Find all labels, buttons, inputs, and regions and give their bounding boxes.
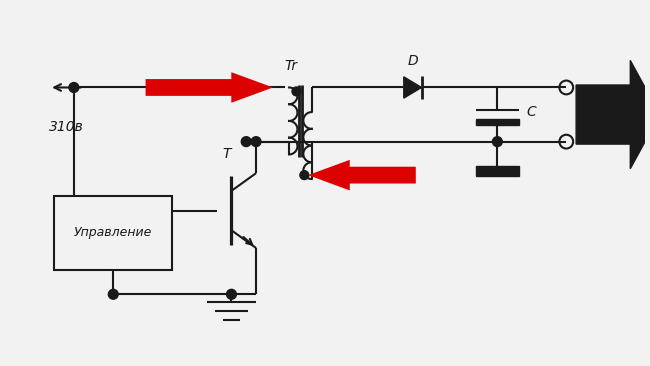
Text: Tr: Tr	[284, 59, 297, 73]
Circle shape	[251, 137, 261, 146]
Text: Управление: Управление	[74, 226, 153, 239]
Text: T: T	[222, 147, 231, 161]
Circle shape	[109, 290, 118, 299]
Polygon shape	[404, 77, 421, 98]
Circle shape	[493, 137, 502, 146]
Circle shape	[241, 137, 251, 146]
Circle shape	[300, 171, 309, 180]
Bar	[476, 166, 519, 176]
Bar	[54, 196, 172, 270]
Text: C: C	[527, 105, 537, 119]
Circle shape	[226, 290, 237, 299]
Bar	[476, 119, 519, 125]
Polygon shape	[576, 60, 650, 169]
Circle shape	[69, 83, 79, 92]
Circle shape	[292, 87, 301, 96]
Text: D: D	[408, 54, 418, 68]
Text: 310в: 310в	[49, 120, 84, 134]
